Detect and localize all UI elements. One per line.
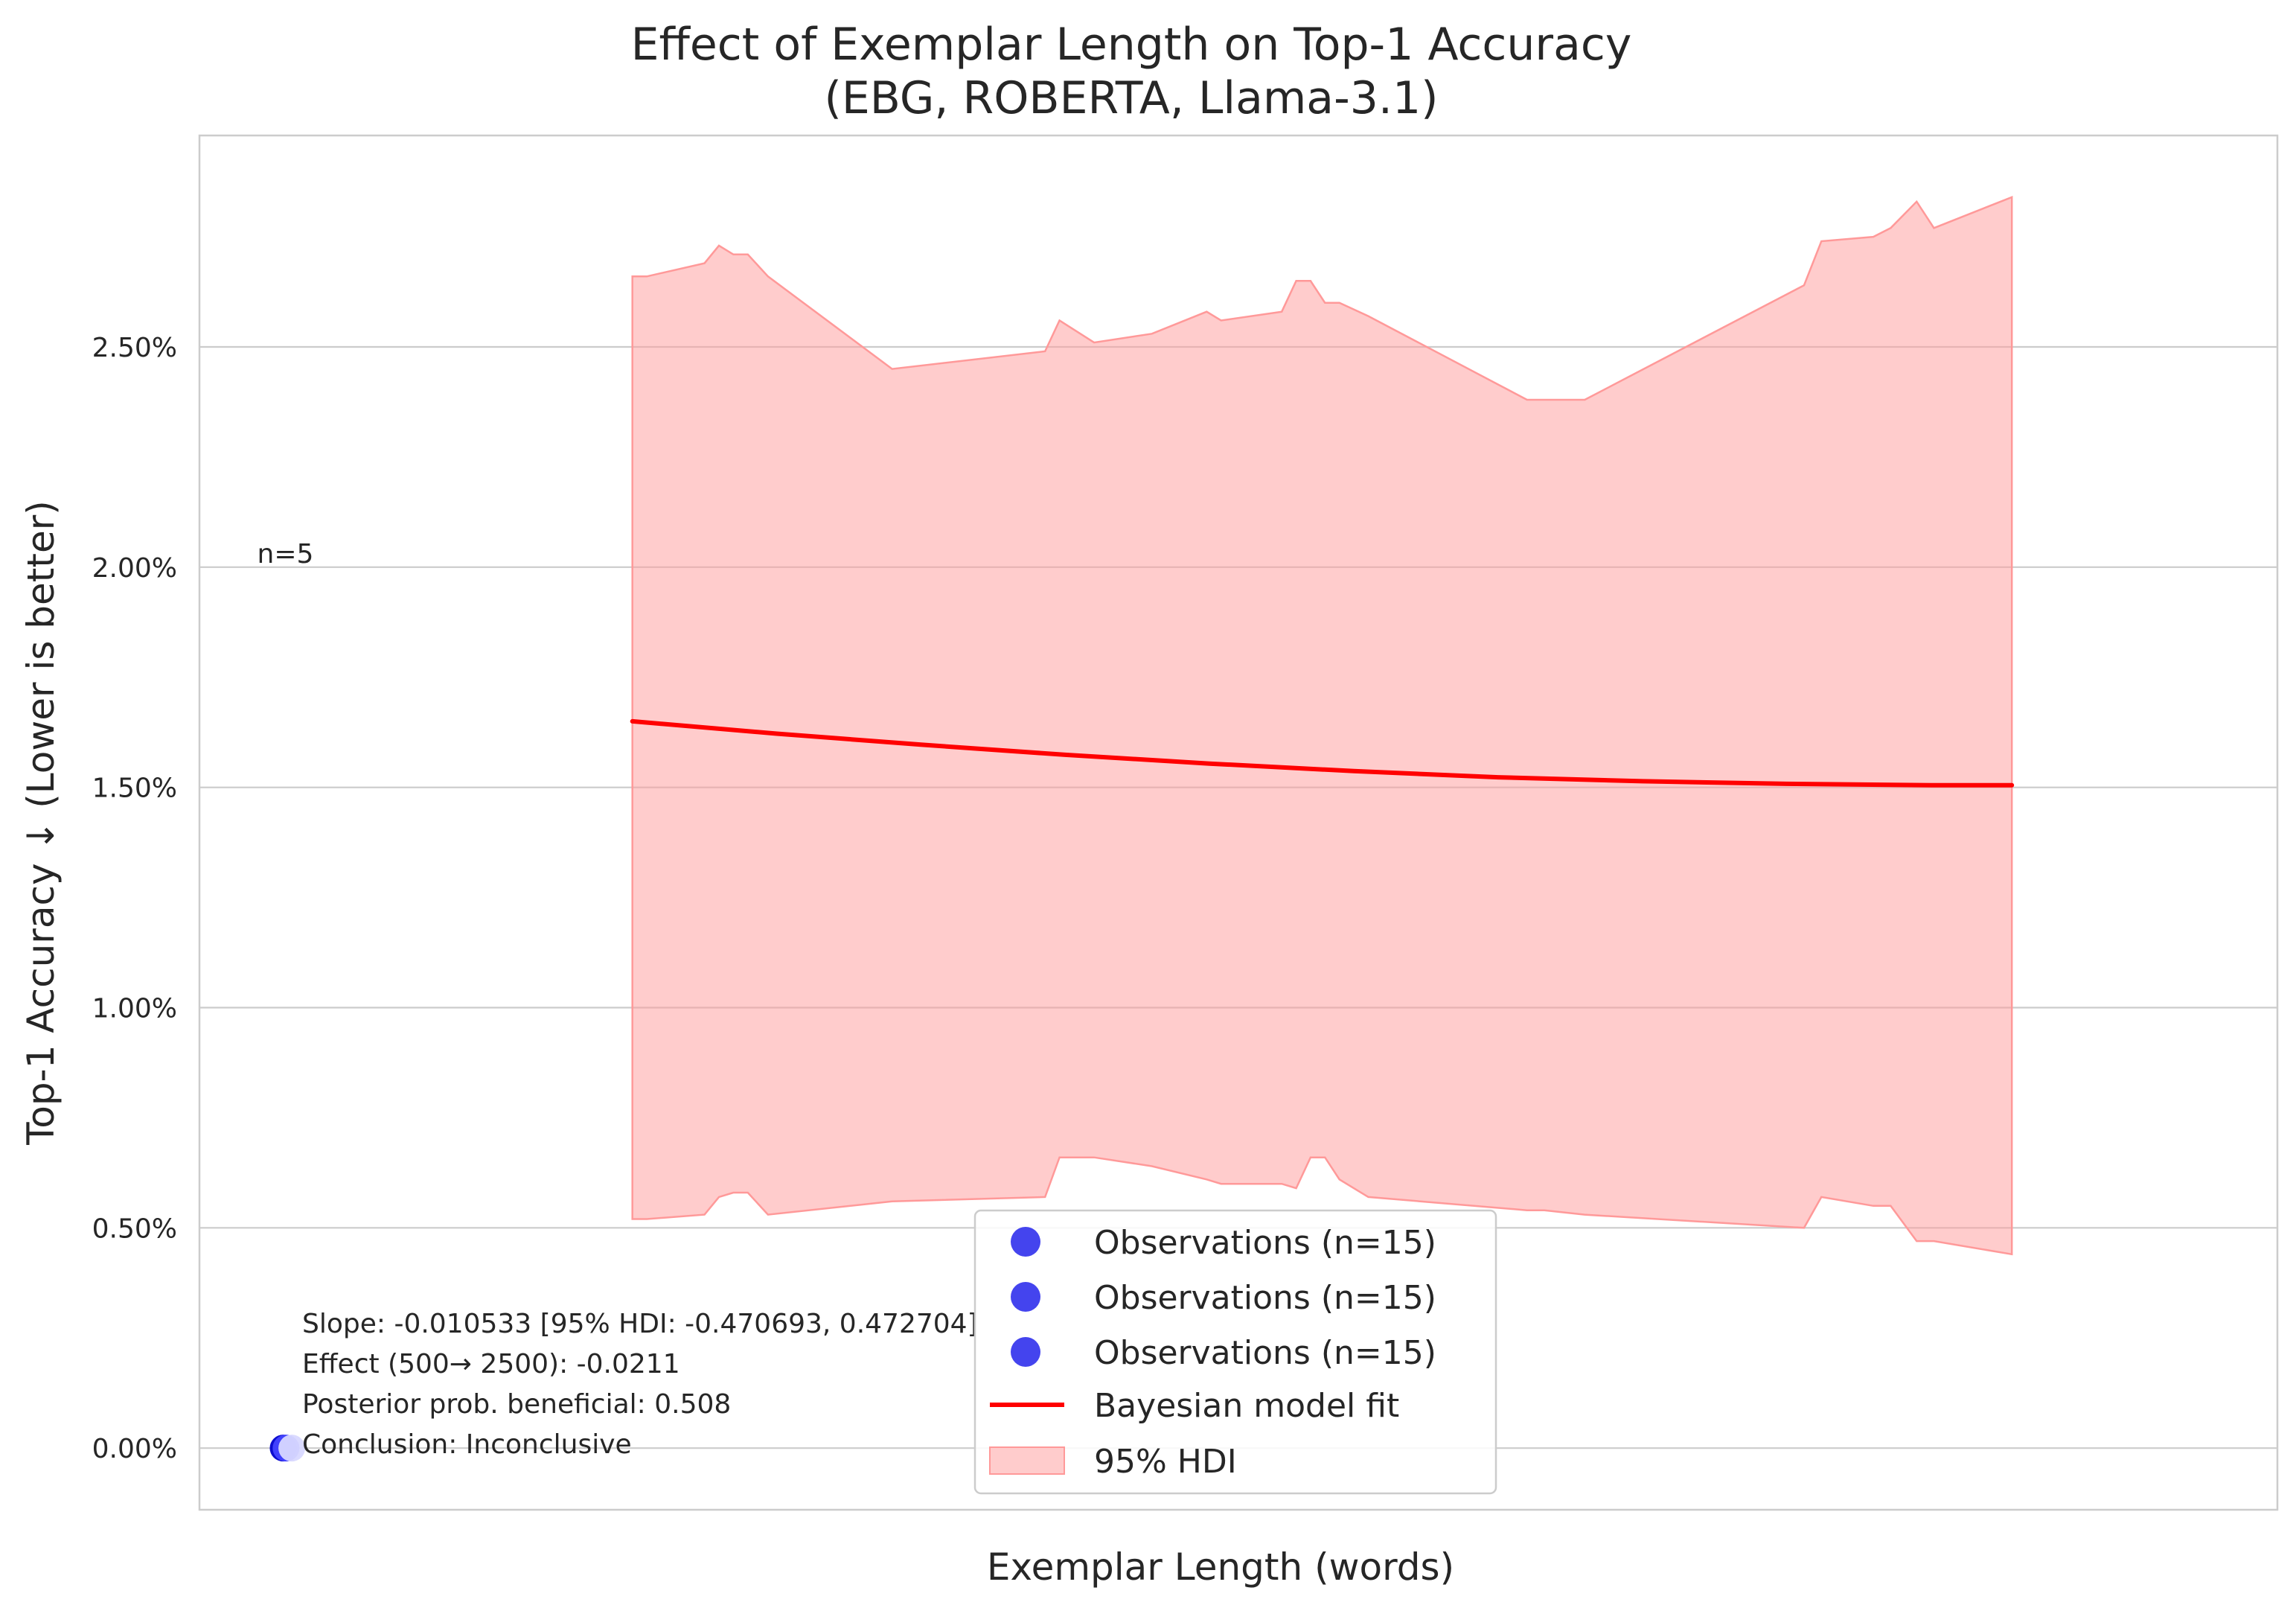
chart-title: Effect of Exemplar Length on Top-1 Accur… [631, 19, 1632, 124]
legend-marker-observations-3 [1011, 1337, 1040, 1367]
y-tick-label-3: 1.50% [92, 773, 177, 804]
observation-point-3 [278, 1435, 306, 1462]
legend-label-observations-2: Observations (n=15) [1094, 1279, 1436, 1317]
hdi-band-layer [631, 195, 2013, 1256]
hdi-band [631, 195, 2013, 1256]
fit-line [630, 718, 2015, 788]
legend-label-observations-3: Observations (n=15) [1094, 1334, 1436, 1372]
y-tick-labels: 0.00% 0.50% 1.00% 1.50% 2.00% 2.50% [92, 333, 177, 1464]
y-tick-label-5: 2.50% [92, 333, 177, 363]
annotation-line-3: Posterior prob. beneficial: 0.508 [302, 1389, 731, 1420]
legend-patch-hdi [989, 1446, 1065, 1475]
legend-label-fit: Bayesian model fit [1094, 1387, 1399, 1425]
stats-annotation: Slope: -0.010533 [95% HDI: -0.470693, 0.… [302, 1309, 978, 1460]
legend-box [973, 1209, 1497, 1495]
y-tick-label-2: 1.00% [92, 994, 177, 1024]
legend-label-observations-1: Observations (n=15) [1094, 1224, 1436, 1262]
annotation-line-4: Conclusion: Inconclusive [302, 1429, 632, 1460]
fit-line-layer [630, 718, 2015, 788]
y-tick-label-0: 0.00% [92, 1434, 177, 1464]
legend: Observations (n=15) Observations (n=15) … [973, 1209, 1497, 1495]
title-line-2: (EBG, ROBERTA, Llama-3.1) [824, 72, 1438, 124]
legend-label-hdi: 95% HDI [1094, 1443, 1237, 1481]
annotation-line-2: Effect (500→ 2500): -0.0211 [302, 1349, 680, 1379]
y-tick-label-1: 0.50% [92, 1213, 177, 1244]
y-axis-label: Top-1 Accuracy ↓ (Lower is better) [19, 500, 63, 1146]
n-count-label: n=5 [258, 539, 314, 570]
x-axis-label: Exemplar Length (words) [987, 1545, 1454, 1589]
legend-marker-observations-1 [1011, 1227, 1040, 1257]
legend-marker-observations-2 [1011, 1282, 1040, 1312]
title-line-1: Effect of Exemplar Length on Top-1 Accur… [631, 19, 1632, 71]
annotation-line-1: Slope: -0.010533 [95% HDI: -0.470693, 0.… [302, 1309, 978, 1339]
y-tick-label-4: 2.00% [92, 553, 177, 584]
observations-layer [269, 1435, 306, 1462]
